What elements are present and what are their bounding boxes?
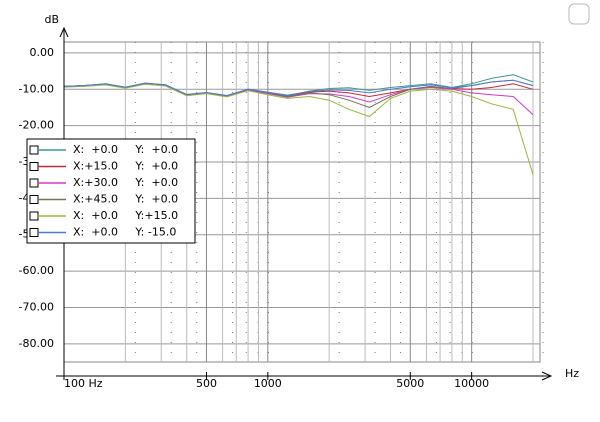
y-tick-label: -70.00	[19, 300, 54, 313]
legend-checkbox	[29, 178, 39, 188]
legend-checkbox	[29, 145, 39, 155]
x-tick-label: 1000	[254, 377, 282, 390]
legend-checkbox	[29, 195, 39, 204]
series-line	[63, 79, 534, 97]
x-tick-label: 10000	[454, 377, 489, 390]
x-tick-label: 5000	[396, 377, 424, 390]
x-tick-label: 500	[196, 377, 217, 390]
legend-name: X:+30.0 Y: +0.0	[73, 176, 178, 189]
legend-name: X: +0.0 Y: +0.0	[73, 143, 178, 156]
legend-checkbox	[29, 211, 39, 221]
legend-name: X:+45.0 Y: +0.0	[73, 193, 178, 206]
legend-name: X: +0.0 Y:+15.0	[73, 209, 178, 222]
y-tick-label: 0.00	[30, 46, 55, 59]
y-tick-label: -20.00	[19, 119, 54, 132]
y-tick-label: -10.00	[19, 82, 54, 95]
x-tick-label: 100 Hz	[64, 377, 103, 390]
lines	[63, 74, 534, 175]
corner-box[interactable]	[568, 3, 590, 25]
x-arrow	[541, 371, 553, 381]
legend-name: X: +0.0 Y: -15.0	[73, 226, 176, 239]
legend: X: +0.0 Y: +0.0 X:+15.0 Y: +0.0 X:+30.0 Y:…	[26, 138, 196, 244]
y-arrow	[59, 26, 69, 38]
legend-checkbox	[29, 162, 39, 171]
legend-name: X:+15.0 Y: +0.0	[73, 160, 178, 173]
x-axis-label: Hz	[565, 367, 579, 380]
series-line	[63, 83, 534, 175]
y-tick-label: -60.00	[19, 264, 54, 277]
y-tick-label: -80.00	[19, 337, 54, 350]
y-axis-label: dB	[44, 13, 59, 26]
legend-box	[26, 138, 196, 244]
legend-checkbox	[29, 228, 39, 237]
